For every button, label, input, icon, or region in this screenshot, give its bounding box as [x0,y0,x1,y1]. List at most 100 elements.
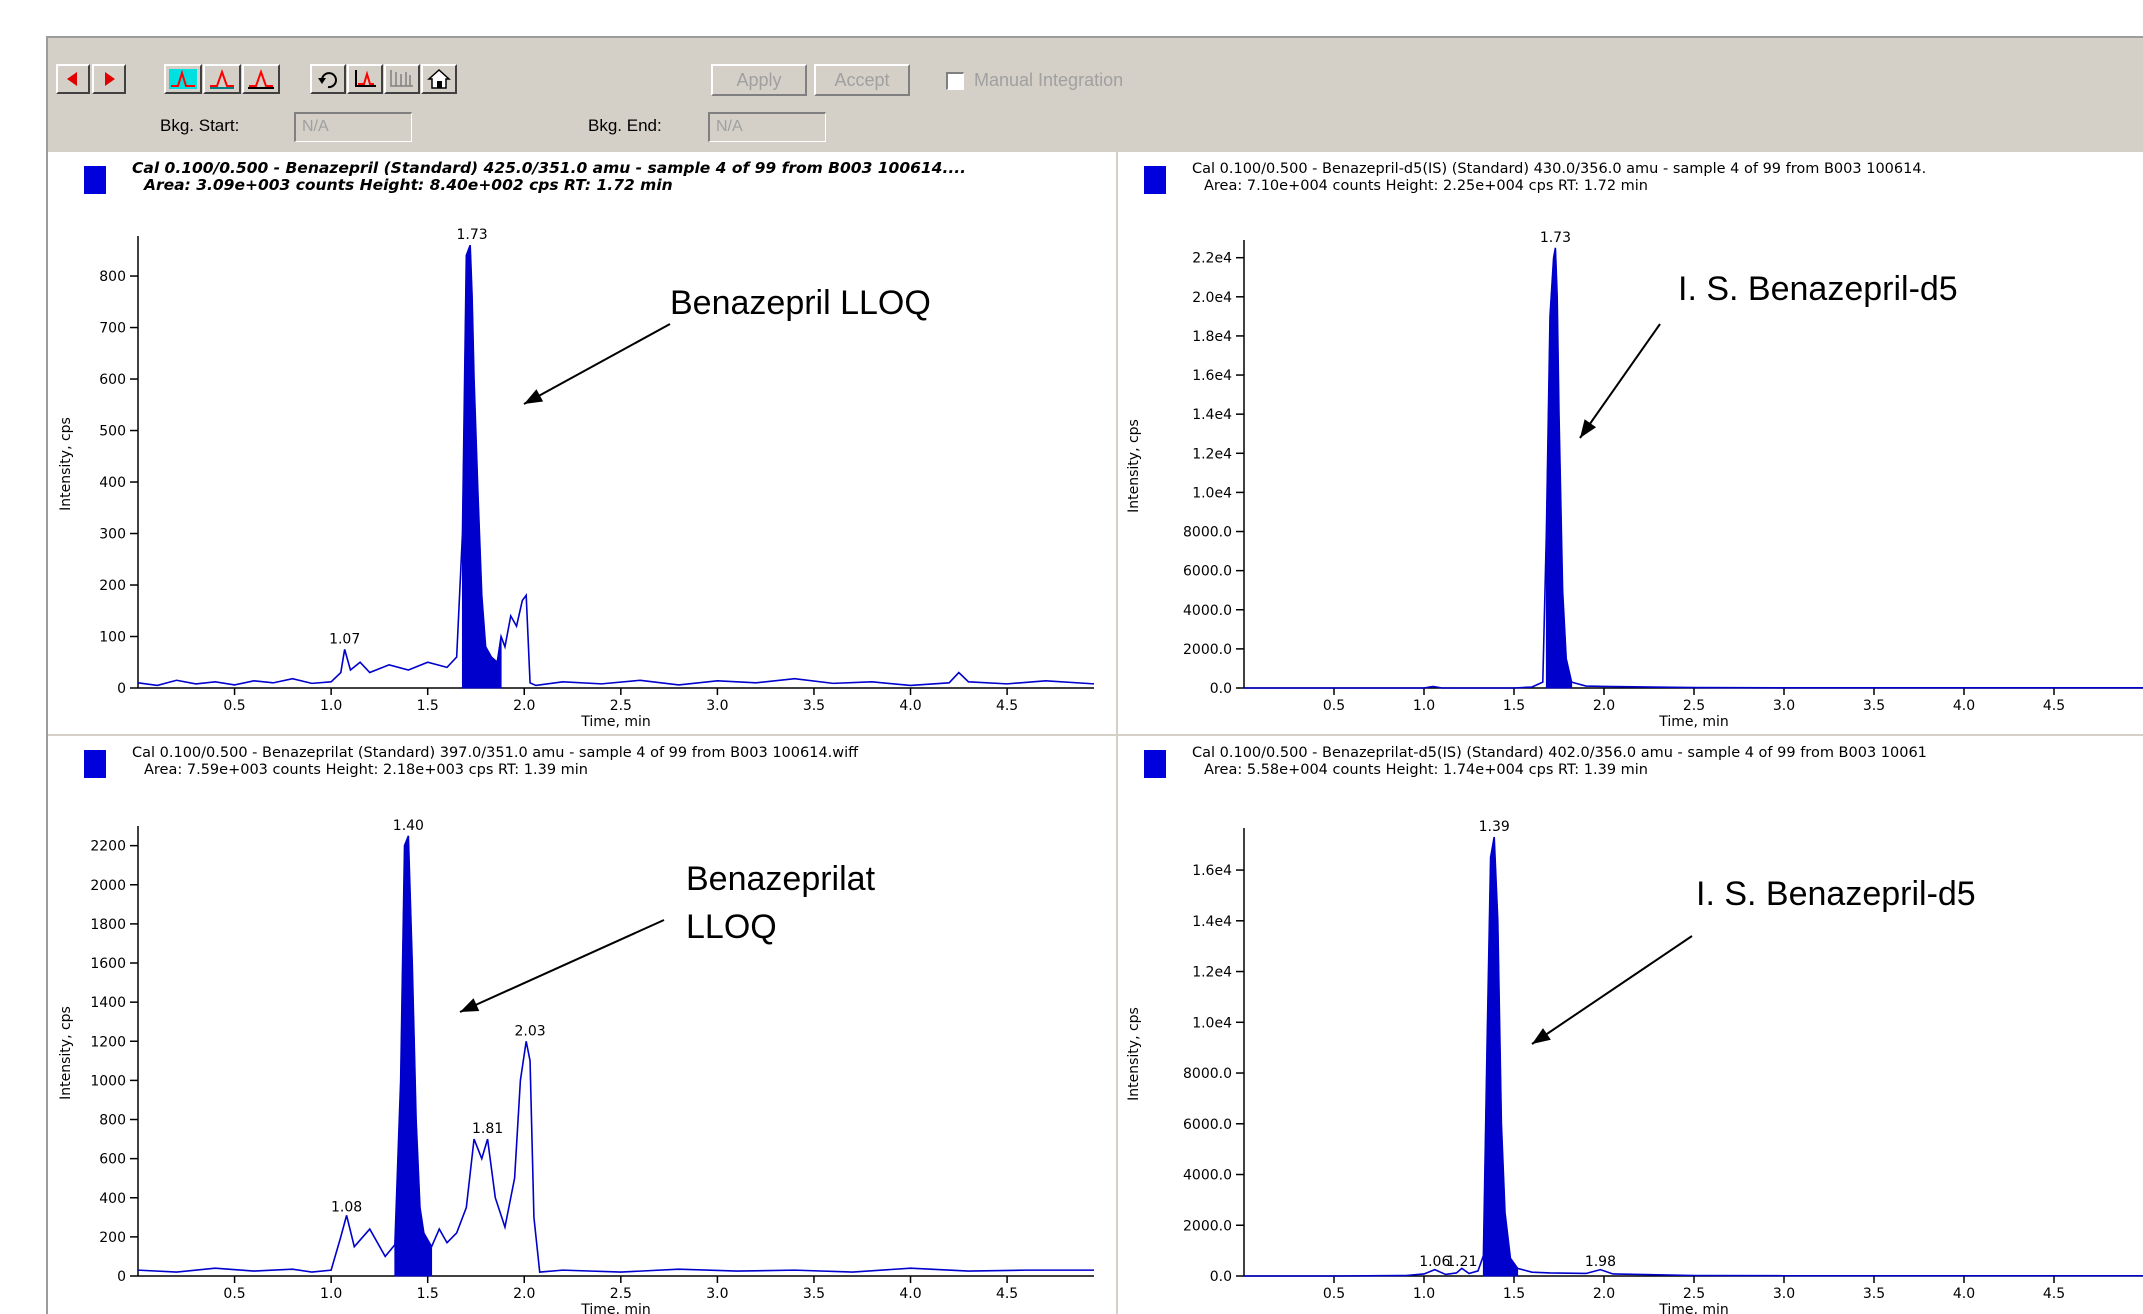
manual-integration-checkbox[interactable] [946,72,964,90]
chromatogram-trace[interactable] [137,835,1094,1273]
bkg-end-field[interactable]: N/A [708,112,826,142]
bkg-start-label: Bkg. Start: [160,116,240,135]
y-tick-label: 1.0e4 [1192,1015,1232,1031]
y-tick-label: 600 [99,1152,126,1168]
panel-divider-horizontal [48,734,2143,736]
panel-divider-vertical [1116,152,1118,1314]
chromatogram-panel-benazepril: Cal 0.100/0.500 - Benazepril (Standard) … [48,152,1116,734]
trace-header-title: Cal 0.100/0.500 - Benazepril-d5(IS) (Sta… [1192,161,1926,177]
annotation-arrowhead [1580,419,1597,438]
y-tick-label: 1.2e4 [1192,446,1232,462]
x-tick-label: 3.0 [706,698,728,714]
trace-header-stats: Area: 7.59e+003 counts Height: 2.18e+003… [144,762,588,778]
y-tick-label: 1.0e4 [1192,485,1232,501]
x-tick-label: 4.0 [899,1286,921,1302]
arrow-right-icon[interactable] [92,64,126,94]
chromatogram-svg: Cal 0.100/0.500 - Benazepril (Standard) … [58,159,1095,730]
x-tick-label: 2.5 [610,1286,632,1302]
bkg-start-field[interactable]: N/A [294,112,412,142]
y-tick-label: 1.6e4 [1192,368,1232,384]
trace-color-marker[interactable] [1144,750,1166,778]
x-tick-label: 4.5 [996,1286,1018,1302]
peak-label: 1.98 [1585,1254,1616,1270]
x-tick-label: 1.0 [320,1286,342,1302]
multi-peak-icon[interactable] [384,64,420,94]
peak-label: 1.06 [1419,1254,1450,1270]
y-tick-label: 1400 [90,995,126,1011]
y-axis-label: Intensity, cps [1126,1007,1142,1101]
y-tick-label: 1000 [90,1073,126,1089]
x-tick-label: 0.5 [223,698,245,714]
x-axis-label: Time, min [580,714,651,730]
chromatogram-panel-benazepril-d5: Cal 0.100/0.500 - Benazepril-d5(IS) (Sta… [1118,152,2143,734]
y-tick-label: 200 [99,1230,126,1246]
chromatogram-trace[interactable] [1244,836,2143,1277]
peak-annotation: I. S. Benazepril-d5 [1678,270,1958,308]
refresh-icon[interactable] [310,64,346,94]
y-tick-label: 1.8e4 [1192,329,1232,345]
integrated-peak-area[interactable] [461,244,502,689]
annotation-arrowhead [460,998,480,1012]
y-axis-label: Intensity, cps [58,1006,74,1100]
x-tick-label: 3.5 [803,1286,825,1302]
peak-label: 1.73 [457,227,488,243]
x-tick-label: 3.0 [1773,698,1795,714]
x-tick-label: 1.0 [1413,1286,1435,1302]
trace-color-marker[interactable] [84,750,106,778]
x-tick-label: 0.5 [223,1286,245,1302]
x-axis-label: Time, min [580,1302,651,1314]
x-axis-label: Time, min [1658,714,1729,730]
y-tick-label: 600 [99,372,126,388]
y-tick-label: 6000.0 [1183,564,1232,580]
chromatogram-trace[interactable] [1244,247,2143,689]
peak-outline-icon[interactable] [203,64,241,94]
peak-label: 1.73 [1540,230,1571,246]
toolbar: Apply Accept Manual Integration Bkg. Sta… [48,38,2143,153]
peak-cyan-icon[interactable] [164,64,202,94]
peak-label: 1.39 [1479,819,1510,835]
peak-annotation: I. S. Benazepril-d5 [1696,875,1976,913]
y-tick-label: 800 [99,1113,126,1129]
y-tick-label: 4000.0 [1183,1168,1232,1184]
chromatogram-svg: Cal 0.100/0.500 - Benazeprilat (Standard… [58,745,1094,1314]
y-tick-label: 0 [117,681,126,697]
y-tick-label: 2000 [90,878,126,894]
x-tick-label: 1.0 [320,698,342,714]
peak-label: 1.08 [331,1199,362,1215]
trace-color-marker[interactable] [84,166,106,194]
x-axis-label: Time, min [1658,1302,1729,1314]
y-tick-label: 0 [117,1269,126,1285]
trace-header-stats: Area: 5.58e+004 counts Height: 1.74e+004… [1204,762,1648,778]
bkg-end-label: Bkg. End: [588,116,662,135]
peak-red-icon[interactable] [242,64,280,94]
home-icon[interactable] [421,64,457,94]
baseline-icon[interactable] [347,64,383,94]
trace-color-marker[interactable] [1144,166,1166,194]
y-axis-label: Intensity, cps [1126,419,1142,513]
y-tick-label: 700 [99,321,126,337]
y-tick-label: 1200 [90,1034,126,1050]
y-tick-label: 8000.0 [1183,525,1232,541]
y-tick-label: 500 [99,424,126,440]
accept-button[interactable]: Accept [814,64,910,96]
y-tick-label: 1600 [90,956,126,972]
y-tick-label: 2200 [90,839,126,855]
y-tick-label: 1.6e4 [1192,863,1232,879]
x-tick-label: 1.5 [417,1286,439,1302]
annotation-arrow [523,323,671,405]
annotation-arrowhead [1532,1028,1551,1044]
y-tick-label: 2.0e4 [1192,290,1232,306]
trace-header-title: Cal 0.100/0.500 - Benazeprilat-d5(IS) (S… [1192,745,1927,761]
y-tick-label: 100 [99,630,126,646]
chromatogram-trace[interactable] [137,244,1095,687]
x-tick-label: 2.5 [610,698,632,714]
annotation-arrow [459,919,665,1013]
arrow-left-icon[interactable] [56,64,90,94]
trace-header-stats: Area: 3.09e+003 counts Height: 8.40e+002… [143,176,673,194]
y-tick-label: 400 [99,475,126,491]
y-tick-label: 1.2e4 [1192,965,1232,981]
y-tick-label: 1800 [90,917,126,933]
x-tick-label: 4.5 [2043,698,2065,714]
y-tick-label: 1.4e4 [1192,407,1232,423]
apply-button[interactable]: Apply [711,64,807,96]
